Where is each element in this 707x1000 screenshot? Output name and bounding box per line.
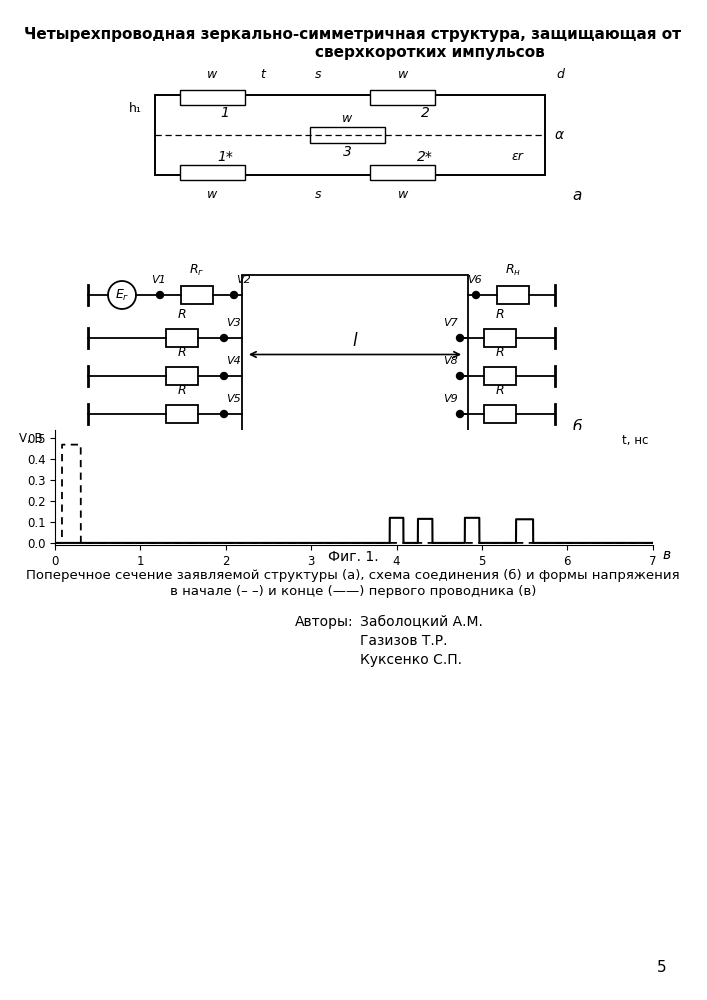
Circle shape xyxy=(108,281,136,309)
Text: Заболоцкий А.М.: Заболоцкий А.М. xyxy=(360,615,483,629)
Text: $R_г$: $R_г$ xyxy=(189,263,204,278)
Text: V1: V1 xyxy=(151,275,165,285)
Text: V9: V9 xyxy=(443,394,458,404)
Text: t, нс: t, нс xyxy=(622,434,648,447)
Text: 1*: 1* xyxy=(217,150,233,164)
Text: V, В: V, В xyxy=(18,432,42,445)
Bar xyxy=(484,367,516,385)
Bar xyxy=(484,329,516,347)
Text: w: w xyxy=(398,68,408,82)
Text: R: R xyxy=(496,346,504,359)
Text: Фиг. 1.: Фиг. 1. xyxy=(327,550,378,564)
Text: t: t xyxy=(261,68,265,82)
Bar xyxy=(310,127,385,143)
Text: V5: V5 xyxy=(226,394,241,404)
Text: V7: V7 xyxy=(443,318,458,328)
Text: Четырехпроводная зеркально-симметричная структура, защищающая от: Четырехпроводная зеркально-симметричная … xyxy=(25,27,682,42)
Text: V2: V2 xyxy=(236,275,251,285)
Bar xyxy=(484,405,516,423)
Text: s: s xyxy=(315,188,321,202)
Text: Куксенко С.П.: Куксенко С.П. xyxy=(360,653,462,667)
Text: l: l xyxy=(353,332,357,350)
Text: V4: V4 xyxy=(226,356,241,366)
Text: $R_н$: $R_н$ xyxy=(505,263,521,278)
Text: s: s xyxy=(315,68,321,82)
Circle shape xyxy=(457,334,464,342)
Bar xyxy=(242,275,468,434)
Bar xyxy=(180,165,245,180)
Text: w: w xyxy=(398,188,408,202)
Text: h₁: h₁ xyxy=(129,103,141,115)
Circle shape xyxy=(156,292,163,298)
Text: 2: 2 xyxy=(421,106,429,120)
Text: в начале (– –) и конце (——) первого проводника (в): в начале (– –) и конце (——) первого пров… xyxy=(170,585,536,598)
Text: d: d xyxy=(556,68,564,82)
Text: w: w xyxy=(342,111,352,124)
Bar xyxy=(181,286,213,304)
Text: 2*: 2* xyxy=(417,150,433,164)
Bar xyxy=(166,405,198,423)
Text: 3: 3 xyxy=(343,145,351,159)
Bar xyxy=(166,367,198,385)
Text: 1: 1 xyxy=(221,106,230,120)
Text: α: α xyxy=(554,128,563,142)
Bar xyxy=(370,165,435,180)
Text: сверхкоротких импульсов: сверхкоротких импульсов xyxy=(315,45,545,60)
Text: Поперечное сечение заявляемой структуры (а), схема соединения (б) и формы напряж: Поперечное сечение заявляемой структуры … xyxy=(26,568,680,582)
Text: а: а xyxy=(572,188,582,202)
Text: в: в xyxy=(662,548,671,562)
Text: 5: 5 xyxy=(658,960,667,976)
Text: V6: V6 xyxy=(467,275,481,285)
Circle shape xyxy=(221,372,228,379)
Text: R: R xyxy=(496,384,504,397)
Text: R: R xyxy=(177,346,187,359)
Circle shape xyxy=(457,410,464,418)
Text: w: w xyxy=(207,188,217,202)
Bar xyxy=(370,90,435,105)
Text: б: б xyxy=(573,420,583,436)
Text: Авторы:: Авторы: xyxy=(295,615,354,629)
Circle shape xyxy=(472,292,479,298)
Circle shape xyxy=(221,334,228,342)
Text: Газизов Т.Р.: Газизов Т.Р. xyxy=(360,634,448,648)
Text: $E_г$: $E_г$ xyxy=(115,287,129,303)
Text: R: R xyxy=(177,308,187,321)
Circle shape xyxy=(457,372,464,379)
Bar xyxy=(166,329,198,347)
Text: V3: V3 xyxy=(226,318,241,328)
Text: εr: εr xyxy=(511,150,523,163)
Bar xyxy=(497,286,529,304)
Text: R: R xyxy=(496,308,504,321)
Text: V8: V8 xyxy=(443,356,458,366)
Circle shape xyxy=(230,292,238,298)
Bar xyxy=(180,90,245,105)
Text: R: R xyxy=(177,384,187,397)
Circle shape xyxy=(221,410,228,418)
Bar xyxy=(155,95,545,175)
Text: w: w xyxy=(207,68,217,82)
